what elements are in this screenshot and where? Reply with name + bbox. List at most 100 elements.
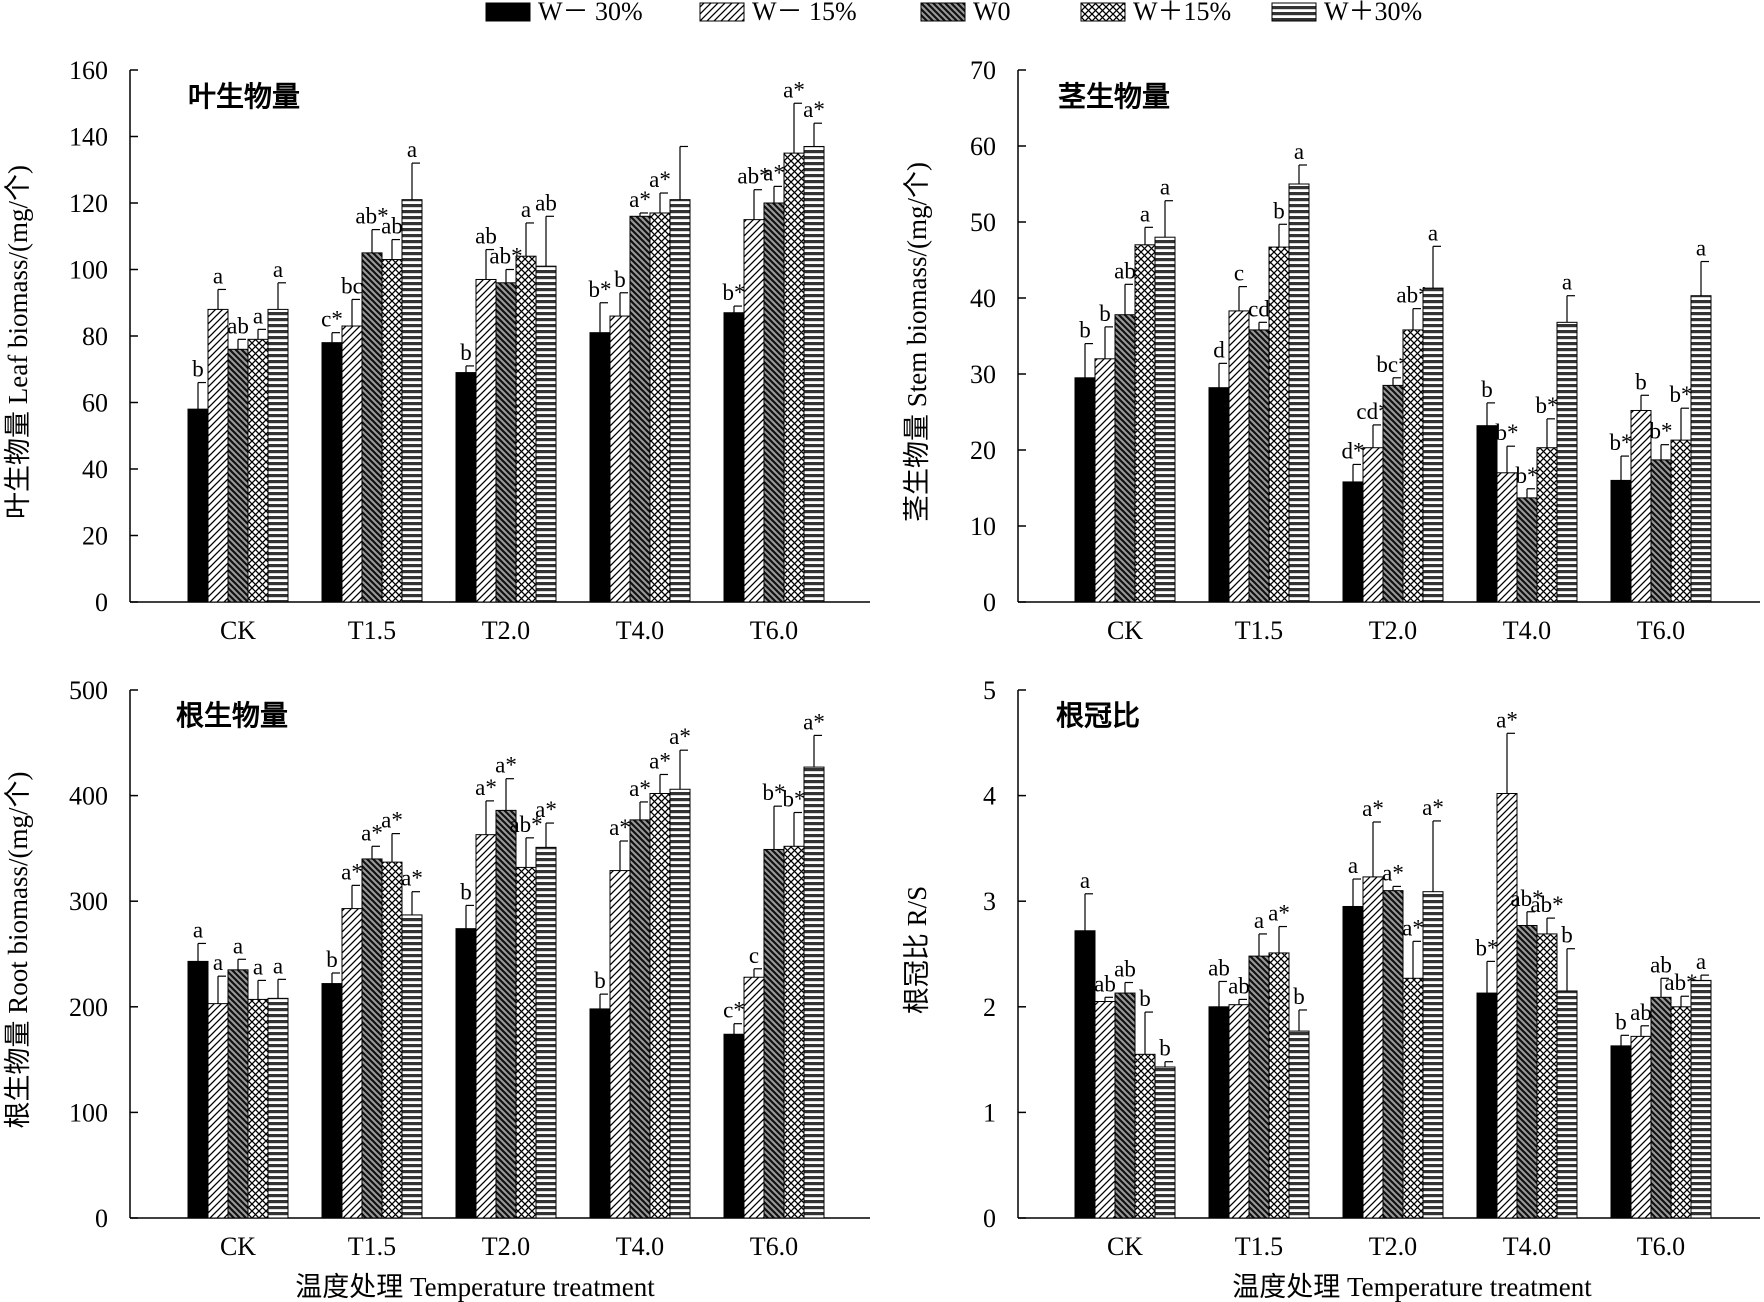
y-tick-label: 400 bbox=[69, 782, 108, 811]
bar-w-plus-30-t1-5 bbox=[1288, 1030, 1310, 1219]
bar-w0-t1-5 bbox=[361, 858, 383, 1219]
bar-w-plus-15-t2-0 bbox=[515, 255, 537, 603]
significance-label: ab* bbox=[509, 812, 542, 837]
x-tick-label: T1.5 bbox=[1235, 1232, 1283, 1261]
bar-w-plus-15-ck bbox=[247, 338, 269, 603]
bar-w-minus-15-t2-0 bbox=[475, 834, 497, 1219]
bar-w0-t2-0 bbox=[1382, 890, 1404, 1219]
bar-w-minus-30-t1-5 bbox=[1208, 1006, 1230, 1219]
bar-w0-t6-0 bbox=[1650, 459, 1672, 603]
bar-w0-ck bbox=[1114, 314, 1136, 603]
bar-w-minus-30-t6-0 bbox=[723, 312, 745, 603]
bar-w-minus-30-t4-0 bbox=[1476, 425, 1498, 603]
bar-w-plus-15-ck bbox=[1134, 244, 1156, 603]
significance-label: ab bbox=[1114, 957, 1136, 982]
bar-w-plus-30-t6-0 bbox=[803, 766, 825, 1219]
significance-label: b bbox=[1139, 986, 1151, 1011]
bar-w0-t2-0 bbox=[1382, 384, 1404, 603]
bar-w-minus-30-t4-0 bbox=[589, 1008, 611, 1219]
bar-w-plus-15-t4-0 bbox=[1536, 933, 1558, 1219]
bar-w-plus-30-t2-0 bbox=[1422, 287, 1444, 603]
significance-label: ab bbox=[1630, 1000, 1652, 1025]
bar-w-minus-30-t1-5 bbox=[321, 342, 343, 603]
bar-w-minus-15-t6-0 bbox=[1630, 409, 1652, 603]
bar-w-minus-30-t6-0 bbox=[723, 1033, 745, 1219]
significance-label: d bbox=[1213, 337, 1225, 362]
bar-w-minus-15-t4-0 bbox=[1496, 472, 1518, 603]
significance-label: a* bbox=[1422, 795, 1444, 820]
significance-label: a* bbox=[495, 753, 517, 778]
significance-label: b* bbox=[589, 277, 612, 302]
legend: W－ 30% W－ 15% W0 W＋15% W＋30% bbox=[485, 0, 1422, 26]
significance-label: b bbox=[1293, 984, 1305, 1009]
bar-w-plus-15-t6-0 bbox=[783, 845, 805, 1219]
x-tick-label: T2.0 bbox=[1369, 1232, 1417, 1261]
bar-w-plus-30-t4-0 bbox=[669, 199, 691, 603]
bar-w-plus-30-t2-0 bbox=[1422, 891, 1444, 1219]
panel-title: 根生物量 bbox=[176, 700, 288, 732]
bar-w0-t1-5 bbox=[1248, 329, 1270, 603]
y-tick-label: 50 bbox=[970, 208, 996, 237]
bar-w0-ck bbox=[227, 969, 249, 1219]
bar-w-plus-15-t2-0 bbox=[1402, 977, 1424, 1219]
bar-w-minus-15-t4-0 bbox=[609, 870, 631, 1219]
y-tick-label: 120 bbox=[69, 189, 108, 218]
significance-label: ab bbox=[381, 214, 403, 239]
bar-w-plus-30-t2-0 bbox=[535, 265, 557, 603]
significance-label: ab* bbox=[737, 164, 770, 189]
bar-w-plus-15-ck bbox=[1134, 1053, 1156, 1219]
bar-w-plus-30-ck bbox=[1154, 1066, 1176, 1219]
significance-label: b bbox=[594, 968, 606, 993]
significance-label: a* bbox=[1496, 707, 1518, 732]
y-axis-label: 茎生物量 Stem biomass/(mg/个) bbox=[902, 162, 932, 522]
significance-label: a* bbox=[381, 808, 403, 833]
significance-label: a* bbox=[803, 97, 825, 122]
y-tick-label: 60 bbox=[82, 389, 108, 418]
legend-label-w-plus-15: W＋15% bbox=[1133, 0, 1231, 26]
significance-label: ab bbox=[1650, 952, 1672, 977]
significance-label: a bbox=[407, 137, 417, 162]
x-tick-label: CK bbox=[220, 1232, 256, 1261]
bar-w-plus-15-t6-0 bbox=[1670, 1006, 1692, 1219]
bar-w-minus-30-t6-0 bbox=[1610, 1045, 1632, 1219]
bar-w-plus-30-t1-5 bbox=[401, 199, 423, 603]
y-tick-label: 200 bbox=[69, 993, 108, 1022]
bar-w-plus-30-ck bbox=[267, 997, 289, 1219]
significance-label: ab bbox=[1094, 971, 1116, 996]
bar-w-plus-30-t1-5 bbox=[1288, 183, 1310, 603]
bar-w-minus-15-t2-0 bbox=[475, 278, 497, 603]
legend-label-w0: W0 bbox=[973, 0, 1011, 26]
bar-w-minus-30-t2-0 bbox=[1342, 481, 1364, 603]
significance-label: b* bbox=[1670, 382, 1693, 407]
bar-w-minus-15-t1-5 bbox=[341, 908, 363, 1219]
significance-label: b bbox=[192, 357, 204, 382]
bar-w-minus-30-t2-0 bbox=[1342, 905, 1364, 1219]
x-tick-label: T1.5 bbox=[348, 1232, 396, 1261]
panel-title: 叶生物量 bbox=[188, 81, 300, 113]
y-tick-label: 1 bbox=[983, 1098, 996, 1127]
significance-label: a* bbox=[1382, 860, 1404, 885]
significance-label: b bbox=[460, 340, 472, 365]
bar-w-plus-15-t4-0 bbox=[1536, 447, 1558, 603]
bar-w-minus-15-t2-0 bbox=[1362, 447, 1384, 603]
x-tick-label: T6.0 bbox=[1637, 1232, 1685, 1261]
significance-label: cd bbox=[1248, 296, 1270, 321]
significance-label: a bbox=[273, 953, 283, 978]
significance-label: b bbox=[1481, 377, 1493, 402]
significance-label: a bbox=[233, 933, 243, 958]
bar-w-minus-15-t1-5 bbox=[1228, 1004, 1250, 1219]
bar-w-minus-30-ck bbox=[1074, 377, 1096, 603]
bar-w-minus-15-ck bbox=[207, 308, 229, 603]
bar-w0-t4-0 bbox=[1516, 497, 1538, 603]
x-tick-label: CK bbox=[1107, 1232, 1143, 1261]
legend-swatch-w-minus-30 bbox=[485, 2, 531, 22]
bar-w-minus-30-ck bbox=[187, 960, 209, 1219]
bar-w-plus-15-t6-0 bbox=[1670, 439, 1692, 603]
root-shoot-ratio-panel: 根冠比 根冠比 R/S 温度处理 Temperature treatment 0… bbox=[902, 676, 1760, 1302]
significance-label: ab bbox=[1114, 258, 1136, 283]
significance-label: ab* bbox=[355, 204, 388, 229]
significance-label: a* bbox=[1402, 915, 1424, 940]
x-tick-label: CK bbox=[220, 616, 256, 645]
bar-w-plus-15-t2-0 bbox=[1402, 329, 1424, 603]
bar-w0-t1-5 bbox=[1248, 955, 1270, 1219]
